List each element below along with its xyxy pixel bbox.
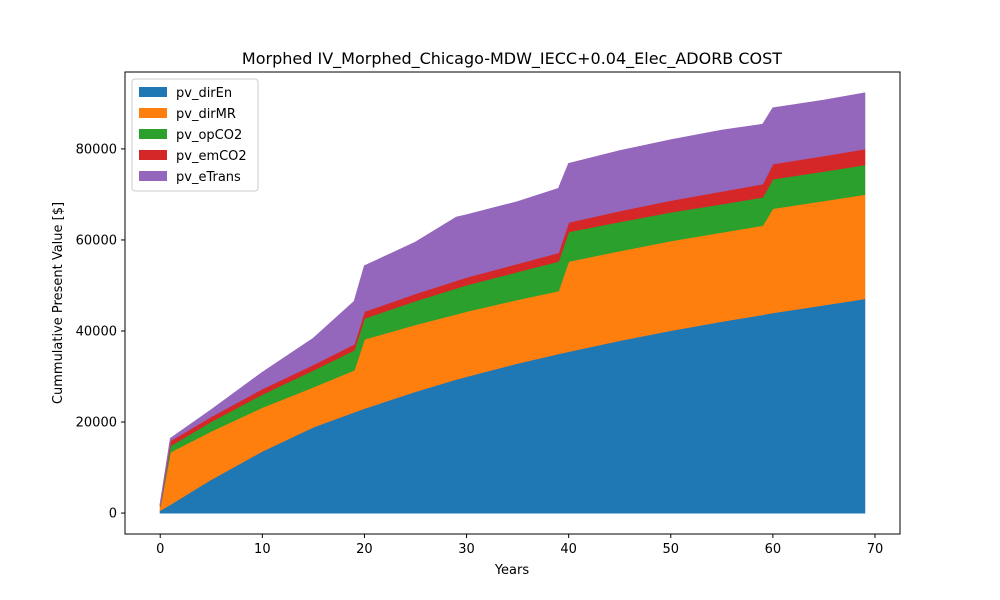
x-tick-label: 50 xyxy=(662,542,679,557)
legend-label-pv_dirEn: pv_dirEn xyxy=(176,86,232,101)
y-tick-label: 0 xyxy=(109,507,117,522)
chart-title: Morphed IV_Morphed_Chicago-MDW_IECC+0.04… xyxy=(242,49,782,69)
x-tick-label: 20 xyxy=(356,542,373,557)
y-tick-label: 20000 xyxy=(76,416,117,431)
legend-swatch-pv_emCO2 xyxy=(139,150,167,160)
x-tick-label: 40 xyxy=(560,542,577,557)
y-axis-label: Cummulative Present Value [$] xyxy=(51,202,66,404)
legend-label-pv_opCO2: pv_opCO2 xyxy=(176,128,242,143)
legend-swatch-pv_opCO2 xyxy=(139,129,167,139)
legend-swatch-pv_dirEn xyxy=(139,87,167,97)
x-tick-label: 10 xyxy=(254,542,271,557)
area-series-group xyxy=(159,92,866,514)
y-tick-label: 60000 xyxy=(76,233,117,248)
x-tick-label: 0 xyxy=(156,542,164,557)
legend-swatch-pv_dirMR xyxy=(139,108,167,118)
x-axis-label: Years xyxy=(494,563,530,578)
x-tick-label: 30 xyxy=(458,542,475,557)
area-pv_eTrans xyxy=(159,92,866,505)
plot-frame xyxy=(124,71,901,535)
y-axis-ticks: 0 20000 40000 60000 80000 xyxy=(76,142,125,522)
legend-swatch-pv_eTrans xyxy=(139,171,167,181)
y-tick-label: 40000 xyxy=(76,324,117,339)
legend-label-pv_emCO2: pv_emCO2 xyxy=(176,149,247,164)
x-axis-ticks: 0 10 20 30 40 50 60 70 xyxy=(156,534,883,557)
legend: pv_dirEn pv_dirMR pv_opCO2 pv_emCO2 pv_eTran… xyxy=(131,78,259,192)
x-tick-label: 60 xyxy=(765,542,782,557)
legend-label-pv_eTrans: pv_eTrans xyxy=(176,170,241,185)
legend-label-pv_dirMR: pv_dirMR xyxy=(176,107,236,122)
x-tick-label: 70 xyxy=(867,542,884,557)
legend-box xyxy=(131,78,259,192)
y-tick-label: 80000 xyxy=(76,142,117,157)
